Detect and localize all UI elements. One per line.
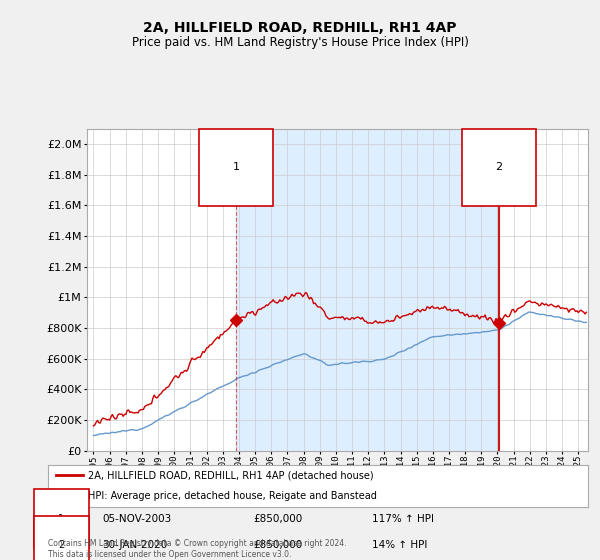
Text: 30-JAN-2020: 30-JAN-2020 (102, 540, 167, 550)
Text: 2: 2 (495, 162, 502, 172)
Text: Contains HM Land Registry data © Crown copyright and database right 2024.
This d: Contains HM Land Registry data © Crown c… (48, 539, 347, 559)
Text: 1: 1 (58, 514, 65, 524)
Text: 2A, HILLFIELD ROAD, REDHILL, RH1 4AP: 2A, HILLFIELD ROAD, REDHILL, RH1 4AP (143, 21, 457, 35)
Text: £850,000: £850,000 (253, 540, 302, 550)
Text: 14% ↑ HPI: 14% ↑ HPI (372, 540, 427, 550)
Text: 05-NOV-2003: 05-NOV-2003 (102, 514, 171, 524)
Text: 2: 2 (58, 540, 65, 550)
Text: 2A, HILLFIELD ROAD, REDHILL, RH1 4AP (detached house): 2A, HILLFIELD ROAD, REDHILL, RH1 4AP (de… (89, 470, 374, 480)
Text: 1: 1 (233, 162, 240, 172)
Text: 117% ↑ HPI: 117% ↑ HPI (372, 514, 434, 524)
Bar (236, 129, 499, 451)
Text: HPI: Average price, detached house, Reigate and Banstead: HPI: Average price, detached house, Reig… (89, 491, 377, 501)
Text: Price paid vs. HM Land Registry's House Price Index (HPI): Price paid vs. HM Land Registry's House … (131, 36, 469, 49)
Text: £850,000: £850,000 (253, 514, 302, 524)
